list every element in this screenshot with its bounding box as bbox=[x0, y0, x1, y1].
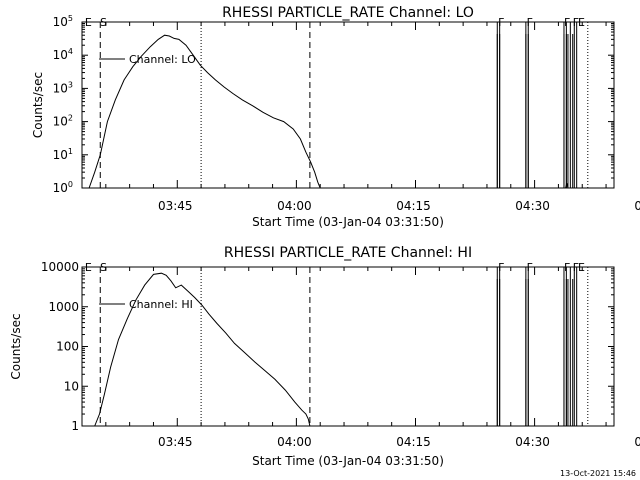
y-tick-label: 104 bbox=[53, 47, 73, 62]
x-tick-label: 04:15 bbox=[396, 435, 431, 449]
event-label-f: F bbox=[573, 261, 579, 274]
legend-label: Channel: LO bbox=[129, 53, 196, 66]
x-tick-label: 04:00 bbox=[277, 199, 312, 213]
x-tick-label: 04:45 bbox=[634, 199, 640, 213]
x-tick-label: 04:30 bbox=[515, 199, 550, 213]
event-label-e: E bbox=[578, 16, 585, 29]
event-dip bbox=[525, 279, 529, 427]
chart-title: RHESSI PARTICLE_RATE Channel: HI bbox=[224, 245, 472, 261]
x-tick-label: 04:30 bbox=[515, 435, 550, 449]
event-label-f: F bbox=[564, 261, 570, 274]
series-line bbox=[88, 34, 323, 189]
event-dip bbox=[496, 34, 501, 189]
x-axis-label: Start Time (03-Jan-04 03:31:50) bbox=[252, 215, 444, 229]
y-tick-label: 100 bbox=[56, 340, 79, 354]
x-axis-label: Start Time (03-Jan-04 03:31:50) bbox=[252, 454, 444, 468]
chart-panel-1: RHESSI PARTICLE_RATE Channel: LO 100 101 10… bbox=[31, 5, 640, 229]
x-tick-label: 04:15 bbox=[396, 199, 431, 213]
y-tick-label: 10 bbox=[64, 379, 79, 393]
y-tick-label: 101 bbox=[53, 147, 73, 162]
event-dip bbox=[496, 279, 501, 427]
event-label-f: F bbox=[573, 16, 579, 29]
y-tick-label: 103 bbox=[53, 80, 73, 95]
y-tick-label: 105 bbox=[53, 14, 73, 29]
event-label-e: E bbox=[578, 261, 585, 274]
event-label-s: S bbox=[100, 16, 107, 29]
y-tick-label: 102 bbox=[53, 114, 73, 129]
event-label-f: F bbox=[564, 16, 570, 29]
small-peak bbox=[565, 183, 569, 189]
event-dip bbox=[567, 279, 574, 427]
event-dip bbox=[525, 34, 529, 189]
footer-timestamp: 13-Oct-2021 15:46 bbox=[560, 469, 636, 478]
chart-panel-2: RHESSI PARTICLE_RATE Channel: HI 1 10 100 10… bbox=[9, 245, 640, 468]
event-label-f: F bbox=[498, 16, 504, 29]
event-label-e: E bbox=[85, 16, 92, 29]
x-tick-label: 03:45 bbox=[158, 199, 193, 213]
y-tick-label: 10000 bbox=[41, 260, 79, 274]
plot-frame bbox=[81, 266, 615, 427]
event-dip bbox=[563, 34, 567, 189]
event-label-f: F bbox=[527, 16, 533, 29]
event-label-f: F bbox=[527, 261, 533, 274]
chart-title: RHESSI PARTICLE_RATE Channel: LO bbox=[222, 5, 474, 21]
event-label-s: S bbox=[100, 261, 107, 274]
event-dip bbox=[567, 34, 574, 189]
event-dip bbox=[563, 279, 567, 427]
y-tick-label: 1000 bbox=[48, 300, 79, 314]
series-line bbox=[94, 272, 311, 427]
x-tick-label: 03:45 bbox=[158, 435, 193, 449]
legend-label: Channel: HI bbox=[129, 298, 193, 311]
y-axis-label: Counts/sec bbox=[9, 313, 23, 379]
event-label-e: E bbox=[85, 261, 92, 274]
y-axis-label: Counts/sec bbox=[31, 72, 45, 138]
x-tick-label: 04:00 bbox=[277, 435, 312, 449]
y-tick-label: 1 bbox=[71, 419, 79, 433]
y-tick-label: 100 bbox=[53, 180, 73, 195]
plot-frame bbox=[81, 21, 615, 189]
event-label-f: F bbox=[498, 261, 504, 274]
x-tick-label: 04:45 bbox=[634, 435, 640, 449]
